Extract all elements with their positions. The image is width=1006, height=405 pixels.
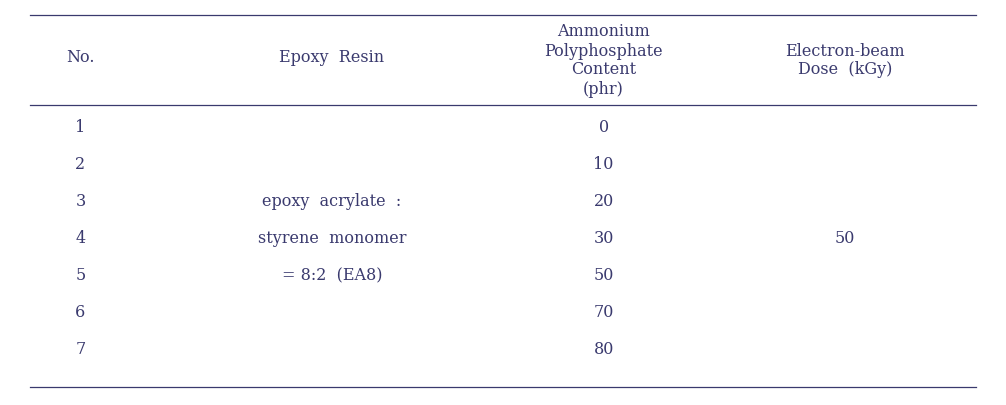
- Text: 10: 10: [594, 156, 614, 173]
- Text: Content: Content: [571, 60, 636, 77]
- Text: Epoxy  Resin: Epoxy Resin: [280, 48, 384, 65]
- Text: 7: 7: [75, 341, 86, 358]
- Text: 30: 30: [594, 230, 614, 247]
- Text: epoxy  acrylate  :: epoxy acrylate :: [263, 193, 401, 210]
- Text: (phr): (phr): [583, 80, 624, 97]
- Text: 1: 1: [75, 119, 86, 136]
- Text: 2: 2: [75, 156, 86, 173]
- Text: 80: 80: [594, 341, 614, 358]
- Text: 50: 50: [594, 267, 614, 284]
- Text: 20: 20: [594, 193, 614, 210]
- Text: No.: No.: [66, 48, 95, 65]
- Text: Dose  (kGy): Dose (kGy): [798, 60, 892, 77]
- Text: 3: 3: [75, 193, 86, 210]
- Text: = 8:2  (EA8): = 8:2 (EA8): [282, 267, 382, 284]
- Text: 6: 6: [75, 304, 86, 321]
- Text: 0: 0: [599, 119, 609, 136]
- Text: Ammonium: Ammonium: [557, 22, 650, 39]
- Text: 50: 50: [835, 230, 855, 247]
- Text: styrene  monomer: styrene monomer: [258, 230, 406, 247]
- Text: 4: 4: [75, 230, 86, 247]
- Text: 70: 70: [594, 304, 614, 321]
- Text: 5: 5: [75, 267, 86, 284]
- Text: Polyphosphate: Polyphosphate: [544, 43, 663, 60]
- Text: Electron-beam: Electron-beam: [786, 43, 904, 60]
